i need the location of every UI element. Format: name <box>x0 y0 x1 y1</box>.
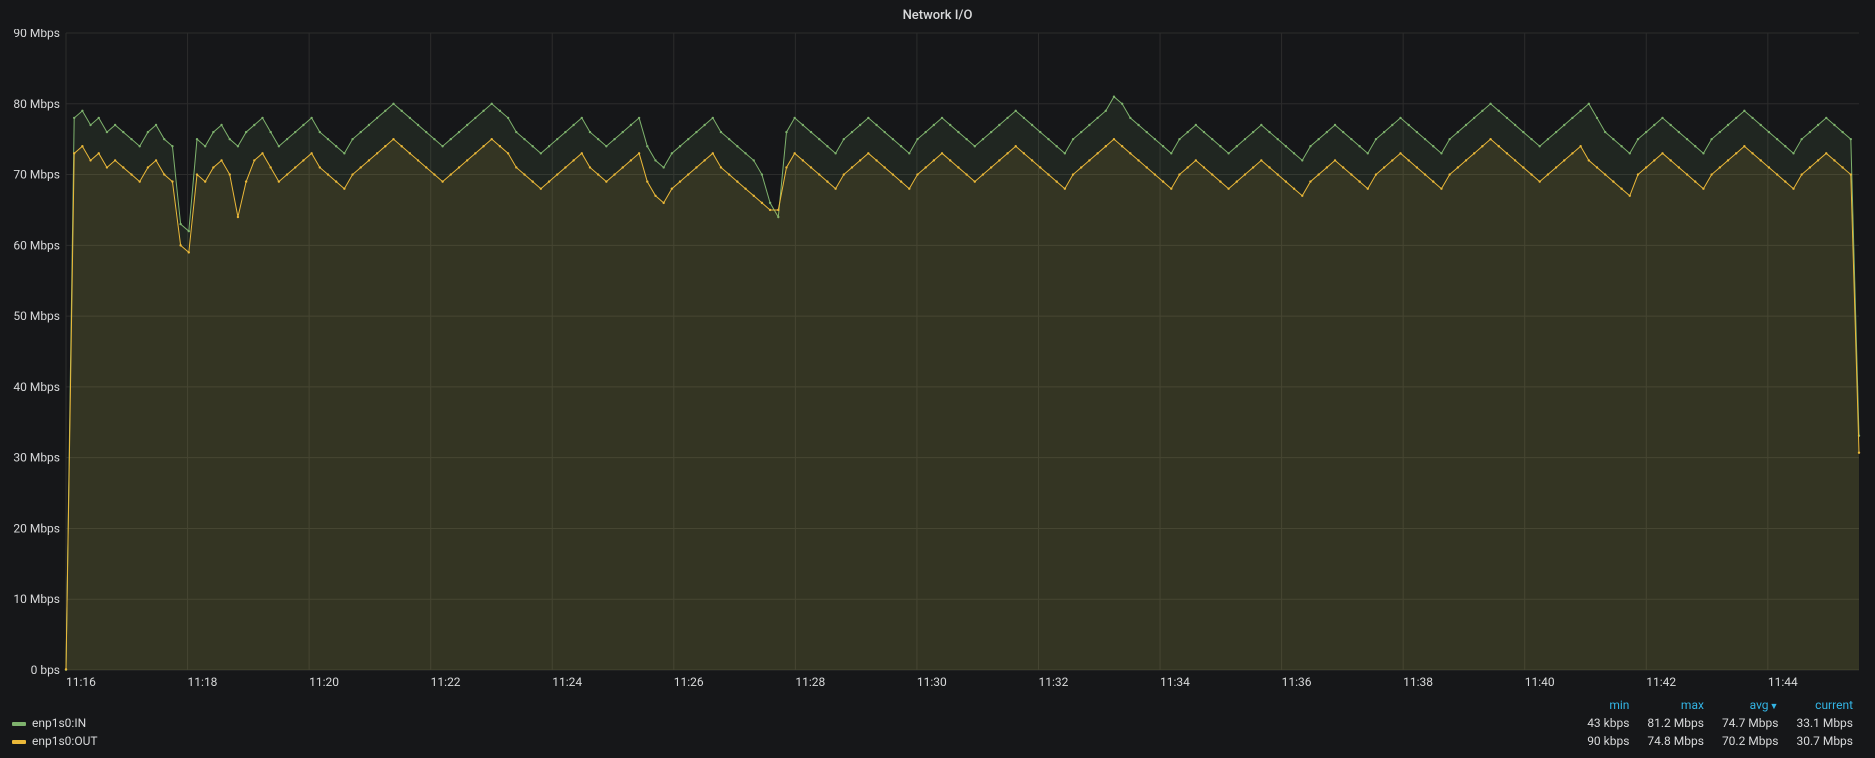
panel-title: Network I/O <box>8 4 1867 29</box>
legend-value-avg: 74.7 Mbps <box>1718 714 1793 732</box>
legend-swatch-icon <box>12 722 26 726</box>
svg-text:90 Mbps: 90 Mbps <box>13 29 60 40</box>
legend-value-max: 81.2 Mbps <box>1643 714 1718 732</box>
chart-area[interactable]: 0 bps 10 Mbps 20 Mbps 30 Mbps 40 Mbps 50 Mbps… <box>8 29 1867 692</box>
legend-series-name[interactable]: enp1s0:OUT <box>8 732 1583 750</box>
svg-text:11:22: 11:22 <box>431 675 461 689</box>
legend-value-min: 90 kbps <box>1583 732 1643 750</box>
legend-value-max: 74.8 Mbps <box>1643 732 1718 750</box>
svg-text:11:20: 11:20 <box>309 675 339 689</box>
legend-header-avg[interactable]: avg▼ <box>1718 696 1793 714</box>
legend-row[interactable]: enp1s0:OUT90 kbps74.8 Mbps70.2 Mbps30.7 … <box>8 732 1867 750</box>
svg-text:11:16: 11:16 <box>66 675 96 689</box>
svg-text:11:34: 11:34 <box>1160 675 1190 689</box>
svg-text:10 Mbps: 10 Mbps <box>13 592 60 606</box>
svg-text:11:24: 11:24 <box>552 675 582 689</box>
legend-value-current: 30.7 Mbps <box>1792 732 1867 750</box>
svg-text:80 Mbps: 80 Mbps <box>13 97 60 111</box>
svg-text:11:38: 11:38 <box>1403 675 1433 689</box>
legend-header-current[interactable]: current <box>1792 696 1867 714</box>
legend-row[interactable]: enp1s0:IN43 kbps81.2 Mbps74.7 Mbps33.1 M… <box>8 714 1867 732</box>
svg-text:60 Mbps: 60 Mbps <box>13 238 60 252</box>
legend-table: min max avg▼ current enp1s0:IN43 kbps81.… <box>8 696 1867 750</box>
svg-text:11:36: 11:36 <box>1282 675 1312 689</box>
svg-text:0 bps: 0 bps <box>31 663 60 677</box>
legend-header-name <box>8 696 1583 714</box>
svg-text:11:42: 11:42 <box>1646 675 1676 689</box>
legend-header-max[interactable]: max <box>1643 696 1718 714</box>
network-io-panel: Network I/O 0 bps 10 Mbps 20 Mbps 30 Mbps 40… <box>0 0 1875 758</box>
svg-text:70 Mbps: 70 Mbps <box>13 168 60 182</box>
svg-text:11:18: 11:18 <box>188 675 218 689</box>
sort-caret-icon: ▼ <box>1770 702 1779 712</box>
svg-text:50 Mbps: 50 Mbps <box>13 309 60 323</box>
svg-text:40 Mbps: 40 Mbps <box>13 380 60 394</box>
svg-text:30 Mbps: 30 Mbps <box>13 451 60 465</box>
legend-value-current: 33.1 Mbps <box>1792 714 1867 732</box>
legend-header-row: min max avg▼ current <box>8 696 1867 714</box>
legend-value-min: 43 kbps <box>1583 714 1643 732</box>
svg-text:20 Mbps: 20 Mbps <box>13 521 60 535</box>
svg-text:11:28: 11:28 <box>795 675 825 689</box>
svg-text:11:40: 11:40 <box>1525 675 1555 689</box>
svg-text:11:44: 11:44 <box>1768 675 1798 689</box>
legend-value-avg: 70.2 Mbps <box>1718 732 1793 750</box>
legend-series-name[interactable]: enp1s0:IN <box>8 714 1583 732</box>
svg-text:11:26: 11:26 <box>674 675 704 689</box>
legend-swatch-icon <box>12 740 26 744</box>
svg-text:11:32: 11:32 <box>1038 675 1068 689</box>
network-chart: 0 bps 10 Mbps 20 Mbps 30 Mbps 40 Mbps 50 Mbps… <box>8 29 1867 692</box>
legend-header-min[interactable]: min <box>1583 696 1643 714</box>
svg-text:11:30: 11:30 <box>917 675 947 689</box>
